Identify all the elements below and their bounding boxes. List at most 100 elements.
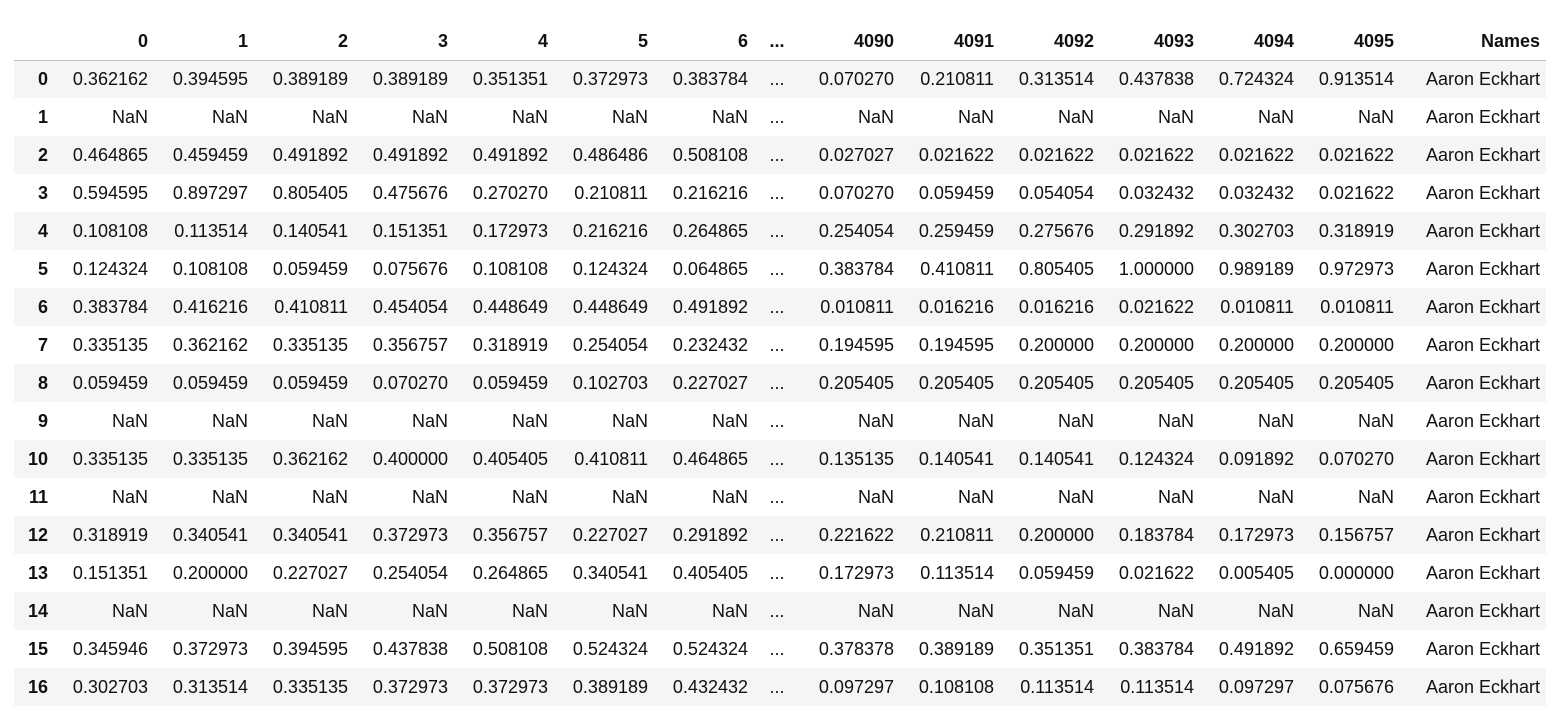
table-body: 0 0.362162 0.394595 0.389189 0.389189 0.35135… bbox=[14, 60, 1546, 706]
table-cell: NaN bbox=[1157, 106, 1194, 127]
table-cell: 0.151351 bbox=[372, 220, 448, 241]
table-cell: 0.340541 bbox=[272, 524, 348, 545]
table-cell: 0.340541 bbox=[572, 562, 648, 583]
column-header: 4095 bbox=[1300, 22, 1400, 61]
table-cell: 0.432432 bbox=[672, 676, 748, 697]
table-cell: 0.383784 bbox=[72, 296, 148, 317]
table-cell: 0.200000 bbox=[1018, 334, 1094, 355]
table-cell: 0.254054 bbox=[818, 220, 894, 241]
table-cell: 0.383784 bbox=[818, 258, 894, 279]
table-cell: 0.027027 bbox=[818, 144, 894, 165]
table-cell: NaN bbox=[1057, 486, 1094, 507]
table-cell: NaN bbox=[1057, 600, 1094, 621]
table-cell: 0.113514 bbox=[1020, 676, 1094, 697]
table-cell: 0.254054 bbox=[572, 334, 648, 355]
table-cell: 0.318919 bbox=[1318, 220, 1394, 241]
table-row: 0 0.362162 0.394595 0.389189 0.389189 0.35135… bbox=[14, 60, 1546, 98]
table-cell: 0.659459 bbox=[1318, 638, 1394, 659]
table-cell: NaN bbox=[1257, 410, 1294, 431]
name-cell: Aaron Eckhart bbox=[1425, 486, 1540, 507]
row-index: 7 bbox=[37, 334, 48, 355]
table-cell: 0.313514 bbox=[172, 676, 248, 697]
name-cell: Aaron Eckhart bbox=[1425, 220, 1540, 241]
row-index: 4 bbox=[37, 220, 48, 241]
table-cell: 0.108108 bbox=[472, 258, 548, 279]
table-cell: ... bbox=[769, 562, 785, 583]
table-cell: 0.205405 bbox=[1218, 372, 1294, 393]
table-cell: 0.070270 bbox=[1318, 448, 1394, 469]
name-cell: Aaron Eckhart bbox=[1425, 106, 1540, 127]
table-cell: 0.172973 bbox=[472, 220, 548, 241]
table-cell: 0.010811 bbox=[820, 296, 894, 317]
column-header: 4091 bbox=[900, 22, 1000, 61]
index-header bbox=[14, 22, 54, 61]
table-cell: 0.124324 bbox=[572, 258, 648, 279]
table-cell: 0.140541 bbox=[918, 448, 994, 469]
table-cell: 0.010811 bbox=[1220, 296, 1294, 317]
table-cell: 0.054054 bbox=[1018, 182, 1094, 203]
table-cell: 0.270270 bbox=[472, 182, 548, 203]
table-cell: 0.389189 bbox=[918, 638, 994, 659]
table-cell: 0.491892 bbox=[272, 144, 348, 165]
table-cell: 0.335135 bbox=[72, 448, 148, 469]
table-cell: 0.113514 bbox=[174, 220, 248, 241]
table-cell: 0.335135 bbox=[272, 676, 348, 697]
row-index: 5 bbox=[37, 258, 48, 279]
table-cell: 0.394595 bbox=[172, 68, 248, 89]
table-cell: 0.372973 bbox=[172, 638, 248, 659]
table-cell: 0.059459 bbox=[272, 372, 348, 393]
table-cell: 0.108108 bbox=[72, 220, 148, 241]
table-cell: 0.064865 bbox=[672, 258, 748, 279]
table-cell: ... bbox=[769, 524, 785, 545]
table-cell: NaN bbox=[211, 486, 248, 507]
table-cell: 0.097297 bbox=[1218, 676, 1294, 697]
column-header: 3 bbox=[354, 22, 454, 61]
table-cell: 0.378378 bbox=[818, 638, 894, 659]
table-cell: NaN bbox=[611, 106, 648, 127]
table-cell: 0.216216 bbox=[572, 220, 648, 241]
table-cell: ... bbox=[769, 410, 785, 431]
table-cell: 0.021622 bbox=[1118, 562, 1194, 583]
table-cell: ... bbox=[769, 144, 785, 165]
table-cell: 0.400000 bbox=[372, 448, 448, 469]
table-cell: ... bbox=[769, 486, 785, 507]
table-cell: NaN bbox=[857, 600, 894, 621]
table-cell: 0.394595 bbox=[272, 638, 348, 659]
table-cell: ... bbox=[769, 448, 785, 469]
table-cell: NaN bbox=[611, 600, 648, 621]
table-cell: 0.389189 bbox=[272, 68, 348, 89]
table-cell: NaN bbox=[1057, 410, 1094, 431]
table-cell: 0.194595 bbox=[918, 334, 994, 355]
table-cell: NaN bbox=[711, 410, 748, 431]
name-cell: Aaron Eckhart bbox=[1425, 334, 1540, 355]
table-cell: 0.897297 bbox=[172, 182, 248, 203]
row-index: 0 bbox=[37, 68, 48, 89]
table-cell: ... bbox=[769, 334, 785, 355]
table-cell: 0.200000 bbox=[1118, 334, 1194, 355]
table-cell: 0.275676 bbox=[1018, 220, 1094, 241]
table-cell: NaN bbox=[857, 486, 894, 507]
row-index: 8 bbox=[37, 372, 48, 393]
table-cell: 0.016216 bbox=[1018, 296, 1094, 317]
table-cell: 0.313514 bbox=[1018, 68, 1094, 89]
table-cell: 0.216216 bbox=[672, 182, 748, 203]
table-cell: NaN bbox=[311, 106, 348, 127]
table-cell: 0.372973 bbox=[472, 676, 548, 697]
table-cell: NaN bbox=[1357, 410, 1394, 431]
table-cell: 0.097297 bbox=[818, 676, 894, 697]
table-cell: NaN bbox=[1357, 486, 1394, 507]
column-header: 2 bbox=[254, 22, 354, 61]
table-cell: 0.200000 bbox=[1018, 524, 1094, 545]
table-cell: 0.021622 bbox=[918, 144, 994, 165]
table-cell: 0.508108 bbox=[672, 144, 748, 165]
table-cell: NaN bbox=[411, 106, 448, 127]
name-cell: Aaron Eckhart bbox=[1425, 258, 1540, 279]
table-cell: ... bbox=[769, 258, 785, 279]
column-header: 4092 bbox=[1000, 22, 1100, 61]
table-cell: 0.021622 bbox=[1118, 296, 1194, 317]
row-index: 9 bbox=[37, 410, 48, 431]
table-row: 2 0.464865 0.459459 0.491892 0.491892 0.49189… bbox=[14, 136, 1546, 174]
table-cell: NaN bbox=[711, 106, 748, 127]
row-index: 13 bbox=[27, 562, 48, 583]
table-cell: NaN bbox=[711, 486, 748, 507]
